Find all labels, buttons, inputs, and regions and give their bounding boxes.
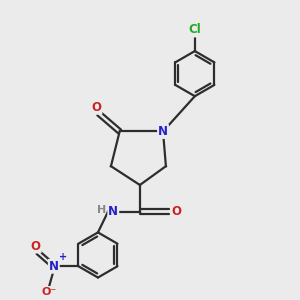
Text: H: H	[97, 205, 106, 215]
Text: N: N	[158, 125, 168, 138]
Text: O: O	[92, 101, 101, 114]
Text: N: N	[108, 205, 118, 218]
Text: +: +	[59, 252, 67, 262]
Text: Cl: Cl	[188, 23, 201, 37]
Text: O⁻: O⁻	[42, 287, 57, 297]
Text: O: O	[31, 239, 40, 253]
Text: N: N	[49, 260, 59, 273]
Text: O: O	[171, 205, 181, 218]
